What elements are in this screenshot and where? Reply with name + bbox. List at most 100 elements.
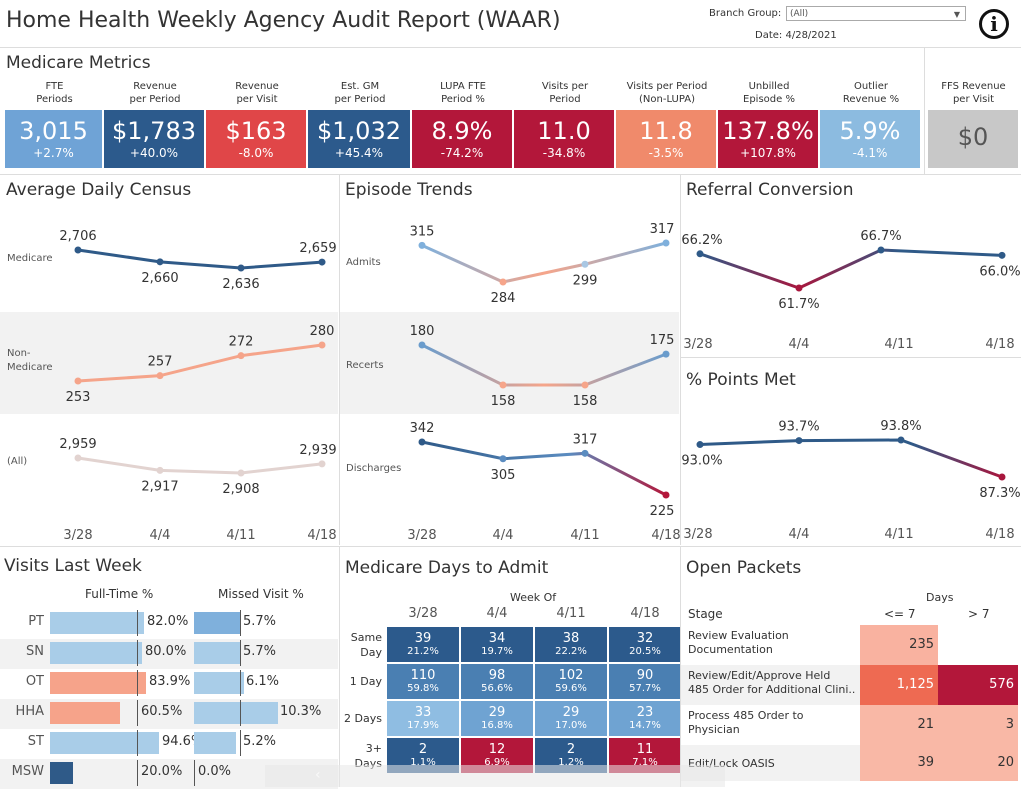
full-time-bar[interactable] — [50, 762, 73, 784]
packet-count: 39 — [917, 755, 934, 770]
days-cell[interactable]: 34 19.7% — [460, 626, 534, 663]
data-point[interactable] — [795, 437, 803, 445]
data-point[interactable] — [318, 341, 326, 349]
data-label: 2,706 — [59, 229, 96, 244]
data-point[interactable] — [74, 454, 82, 462]
data-point[interactable] — [499, 455, 507, 463]
data-label: 158 — [491, 394, 516, 409]
week-header: 3/28 — [408, 606, 438, 621]
data-point[interactable] — [418, 438, 426, 446]
cell-count: 11 — [636, 742, 654, 757]
full-time-bar[interactable] — [50, 672, 146, 694]
data-point[interactable] — [237, 469, 245, 477]
missed-visit-header: Missed Visit % — [218, 587, 304, 601]
data-point[interactable] — [581, 260, 589, 268]
kpi-tile[interactable]: 8.9% -74.2% — [412, 110, 512, 168]
missed-visit-bar[interactable] — [194, 642, 240, 664]
kpi-label-line: Revenue — [133, 81, 177, 92]
data-point[interactable] — [696, 250, 704, 258]
data-point[interactable] — [237, 352, 245, 360]
data-point[interactable] — [877, 246, 885, 254]
kpi-tile[interactable]: $1,032 +45.4% — [308, 110, 410, 168]
days-cell[interactable]: 38 22.2% — [534, 626, 608, 663]
avg-daily-census-title: Average Daily Census — [6, 180, 192, 200]
data-point[interactable] — [998, 251, 1006, 259]
days-cell[interactable]: 102 59.6% — [534, 663, 608, 700]
kpi-tile[interactable]: 137.8% +107.8% — [718, 110, 818, 168]
data-point[interactable] — [318, 258, 326, 266]
data-point[interactable] — [795, 284, 803, 292]
days-cell[interactable]: 32 20.5% — [608, 626, 682, 663]
data-label: 93.7% — [778, 420, 819, 435]
reference-line — [137, 640, 138, 666]
x-tick-label: 4/18 — [307, 528, 336, 543]
kpi-change: +40.0% — [129, 146, 179, 160]
data-point[interactable] — [581, 381, 589, 389]
kpi-tile[interactable]: 11.8 -3.5% — [616, 110, 716, 168]
days-cell[interactable]: 33 17.9% — [386, 700, 460, 737]
data-label: 315 — [410, 224, 435, 239]
data-point[interactable] — [74, 246, 82, 254]
missed-visit-bar[interactable] — [194, 612, 240, 634]
full-time-bar[interactable] — [50, 642, 142, 664]
days-cell[interactable]: 23 14.7% — [608, 700, 682, 737]
kpi-tile[interactable]: 3,015 +2.7% — [5, 110, 102, 168]
cell-percent: 17.0% — [555, 720, 587, 731]
days-cell[interactable]: 110 59.8% — [386, 663, 460, 700]
kpi-tile-ffs[interactable]: $0 — [928, 110, 1018, 168]
data-point[interactable] — [418, 241, 426, 249]
data-point[interactable] — [74, 377, 82, 385]
data-point[interactable] — [156, 258, 164, 266]
kpi-tile[interactable]: $1,783 +40.0% — [104, 110, 204, 168]
packet-cell-le7[interactable]: 21 — [860, 705, 938, 745]
data-point[interactable] — [581, 449, 589, 457]
days-cell[interactable]: 39 21.2% — [386, 626, 460, 663]
data-point[interactable] — [662, 350, 670, 358]
data-point[interactable] — [696, 441, 704, 449]
data-point[interactable] — [156, 466, 164, 474]
data-point[interactable] — [897, 436, 905, 444]
kpi-tile[interactable]: $163 -8.0% — [206, 110, 306, 168]
kpi-tile[interactable]: 5.9% -4.1% — [820, 110, 920, 168]
packet-cell-le7[interactable]: 39 — [860, 745, 938, 781]
data-point[interactable] — [237, 264, 245, 272]
full-time-bar[interactable] — [50, 612, 144, 634]
stage-label-line: Review Evaluation — [688, 629, 789, 642]
packet-cell-le7[interactable]: 235 — [860, 625, 938, 665]
data-point[interactable] — [499, 278, 507, 286]
data-point[interactable] — [499, 381, 507, 389]
kpi-tile[interactable]: 11.0 -34.8% — [514, 110, 614, 168]
packet-count: 235 — [909, 637, 934, 652]
days-cell[interactable]: 98 56.6% — [460, 663, 534, 700]
days-cell[interactable]: 29 16.8% — [460, 700, 534, 737]
packet-count: 3 — [1005, 717, 1014, 732]
data-point[interactable] — [418, 341, 426, 349]
packet-cell-gt7[interactable]: 20 — [938, 745, 1018, 781]
packet-cell-gt7[interactable]: 3 — [938, 705, 1018, 745]
reference-line — [194, 760, 195, 786]
chevron-left-icon[interactable]: ‹ — [315, 767, 321, 783]
missed-visit-bar[interactable] — [194, 732, 236, 754]
info-icon[interactable]: i — [979, 9, 1009, 39]
page-navigation-bar[interactable]: ‹ — [265, 765, 725, 787]
days-cell[interactable]: 29 17.0% — [534, 700, 608, 737]
missed-visit-bar[interactable] — [194, 672, 244, 694]
cell-percent: 1.2% — [558, 757, 584, 768]
stage-label-line: Process 485 Order to — [688, 709, 804, 722]
branch-group-select[interactable]: (All) ▼ — [786, 6, 966, 21]
full-time-bar[interactable] — [50, 702, 120, 724]
data-point[interactable] — [156, 372, 164, 380]
kpi-label-line: Est. GM — [340, 81, 380, 92]
data-point[interactable] — [662, 239, 670, 247]
full-time-bar[interactable] — [50, 732, 159, 754]
packet-cell-le7[interactable]: 1,125 — [860, 665, 938, 705]
cell-count: 2 — [566, 742, 576, 757]
data-point[interactable] — [662, 491, 670, 499]
packet-cell-gt7[interactable]: 576 — [938, 665, 1018, 705]
data-point[interactable] — [318, 460, 326, 468]
data-point[interactable] — [998, 473, 1006, 481]
kpi-label: Revenue per Period — [104, 80, 206, 106]
days-cell[interactable]: 90 57.7% — [608, 663, 682, 700]
x-tick-label: 3/28 — [407, 528, 436, 543]
missed-visit-bar[interactable] — [194, 702, 278, 724]
